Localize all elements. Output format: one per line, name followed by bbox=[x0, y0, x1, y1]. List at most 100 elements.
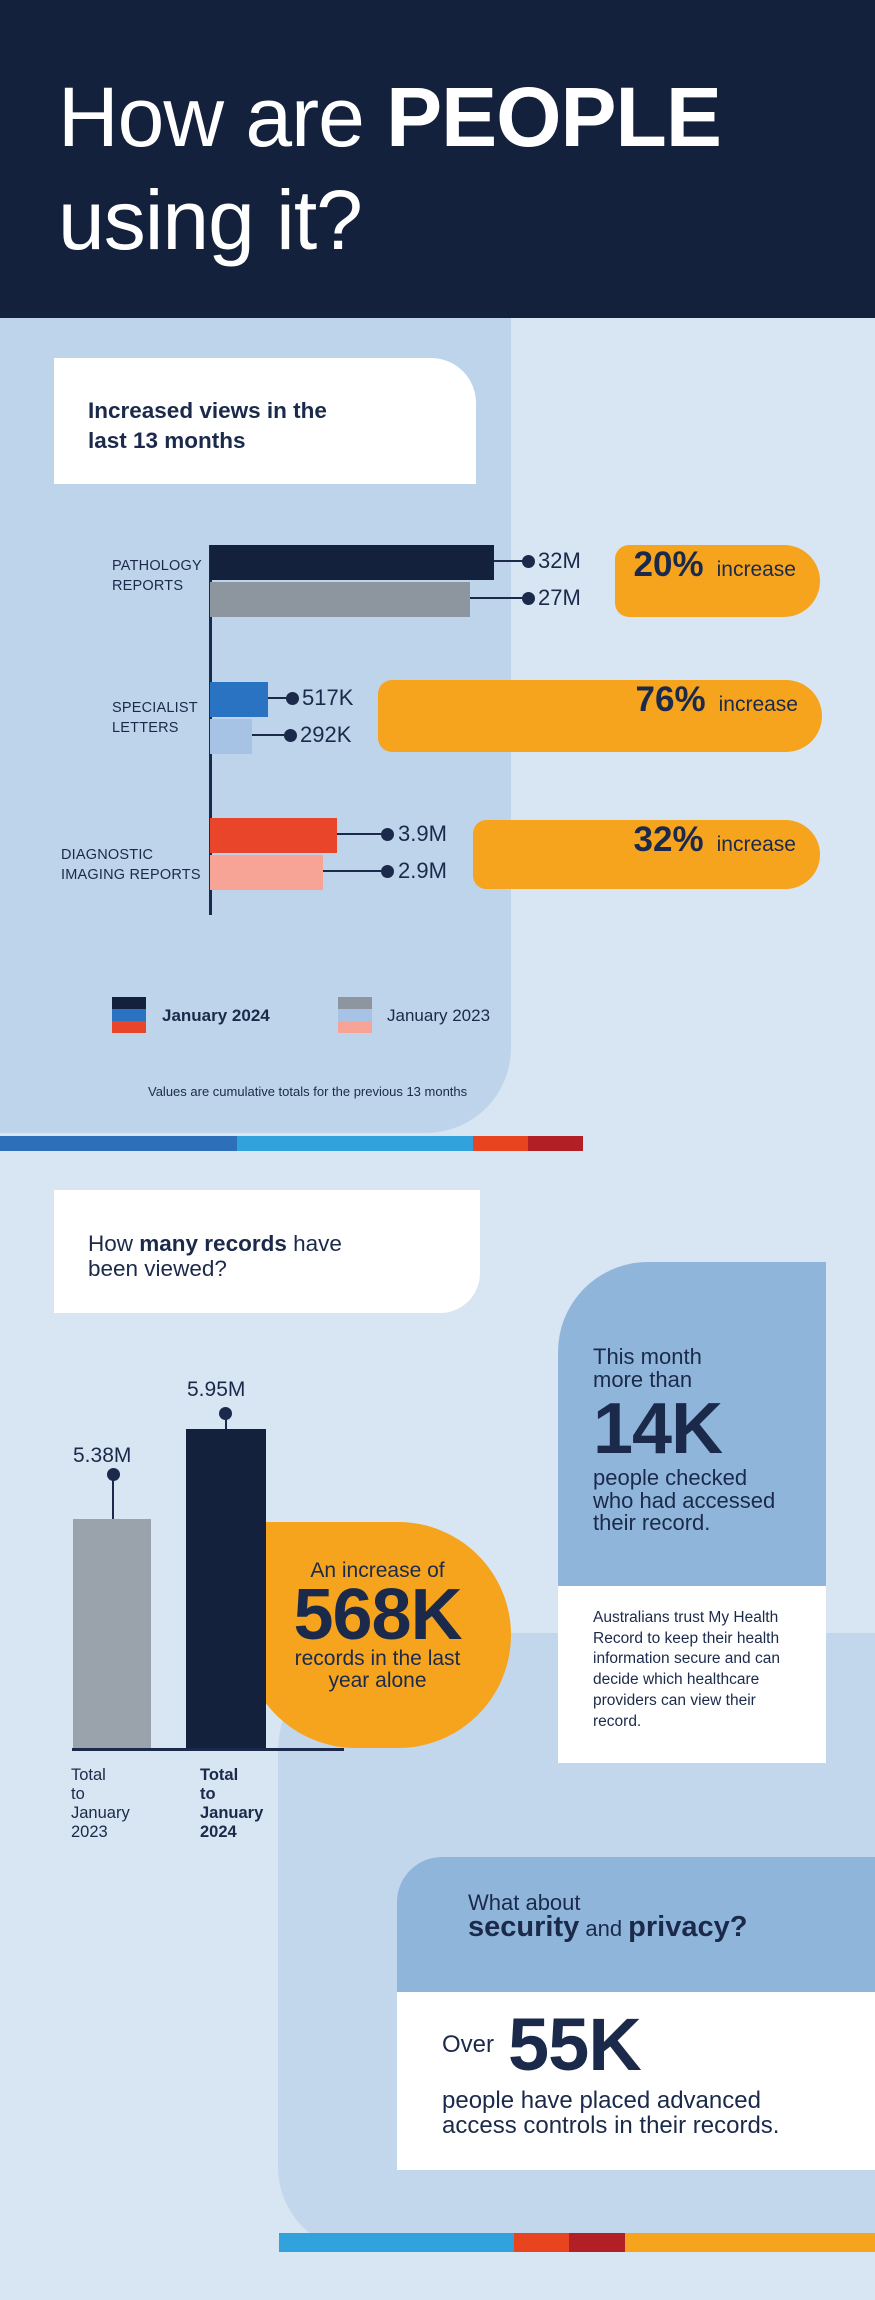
chart1-value: 27M bbox=[538, 585, 581, 610]
page-title-line1: How are PEOPLE bbox=[58, 70, 722, 164]
stripe-segment bbox=[528, 1136, 583, 1151]
panel-line: more than bbox=[593, 1366, 693, 1392]
records-title-card bbox=[54, 1190, 480, 1313]
stripe-segment bbox=[279, 2233, 514, 2252]
chart2-bar-2023 bbox=[73, 1519, 151, 1748]
blob-line: year alone bbox=[328, 1669, 427, 1692]
stripe-segment bbox=[473, 1136, 528, 1151]
stripe-segment bbox=[0, 1136, 237, 1151]
callout-stem bbox=[224, 1417, 227, 1429]
callout-line bbox=[268, 696, 287, 700]
big-55k: 55K bbox=[508, 2003, 642, 2086]
chart1-bar-specialist-2023 bbox=[210, 719, 252, 754]
legend-label-2024: January 2024 bbox=[162, 1006, 270, 1025]
trust-card bbox=[558, 1586, 826, 1763]
panel-line: who had accessed bbox=[593, 1487, 776, 1513]
legend-swatch-2024-navy bbox=[112, 997, 146, 1009]
stripe-segment bbox=[625, 2233, 875, 2252]
chart1-category-specialist: SPECIALIST LETTERS bbox=[112, 698, 198, 738]
records-title-line1: How many records have bbox=[88, 1231, 342, 1256]
over-label: Over bbox=[442, 2031, 495, 2058]
blob-line: records in the last bbox=[294, 1647, 461, 1670]
blob-line: An increase of bbox=[310, 1559, 445, 1582]
access-controls-headline: Over 55K bbox=[442, 2003, 642, 2086]
increase-percent: 32% bbox=[633, 820, 704, 859]
chart1-bar-diagnostic-2023 bbox=[210, 855, 323, 890]
chart1-value: 292K bbox=[300, 722, 352, 747]
increase-percent: 76% bbox=[635, 680, 706, 719]
category-label-line: LETTERS bbox=[112, 720, 179, 736]
header-background bbox=[0, 0, 875, 318]
stripe-segment bbox=[514, 2233, 569, 2252]
access-controls-text: people have placed advanced access contr… bbox=[442, 2087, 780, 2139]
legend-swatch-2024-blue bbox=[112, 1009, 146, 1021]
divider-stripe-2 bbox=[279, 2233, 875, 2252]
chart1-bar-pathology-2024 bbox=[210, 545, 494, 580]
callout-dot bbox=[380, 827, 394, 841]
chart1-value: 517K bbox=[302, 685, 354, 710]
panel-big-number: 14K bbox=[593, 1389, 723, 1469]
security-question-line1: What about bbox=[468, 1890, 581, 1915]
panel-line: people checked bbox=[593, 1465, 748, 1490]
security-panel bbox=[397, 1857, 875, 1992]
legend-label-2023: January 2023 bbox=[387, 1006, 491, 1025]
panel-line: This month bbox=[593, 1344, 702, 1369]
chart1-bar-specialist-2024 bbox=[210, 682, 268, 717]
increase-badge-pathology: 20% increase bbox=[615, 545, 820, 617]
callout-stem bbox=[111, 1478, 114, 1519]
category-label-line: DIAGNOSTIC bbox=[61, 847, 154, 863]
chart2-bar-2024 bbox=[186, 1429, 266, 1748]
callout-line bbox=[337, 832, 382, 836]
views-title-card bbox=[54, 358, 476, 484]
category-label-line: PATHOLOGY bbox=[112, 558, 202, 574]
increase-blob-text: An increase of 568K records in the last … bbox=[250, 1560, 505, 1692]
increase-word: increase bbox=[718, 693, 798, 716]
callout-dot bbox=[521, 554, 535, 568]
chart1-bar-diagnostic-2024 bbox=[210, 818, 337, 853]
records-title: How many records have been viewed? bbox=[88, 1231, 342, 1281]
trust-card-text: Australians trust My Health Record to ke… bbox=[593, 1609, 780, 1730]
callout-dot bbox=[283, 728, 297, 742]
callout-dot bbox=[285, 691, 299, 705]
callout-line bbox=[252, 733, 285, 737]
callout-line bbox=[470, 596, 523, 600]
increase-badge-specialist: 76% increase bbox=[378, 680, 822, 752]
category-label-line: SPECIALIST bbox=[112, 700, 198, 716]
page-title: How are PEOPLE using it? bbox=[58, 66, 722, 272]
chart1-value: 2.9M bbox=[398, 858, 447, 883]
month-check-text: This month more than 14K people checked … bbox=[593, 1344, 776, 1535]
blob-big-number: 568K bbox=[293, 1575, 462, 1655]
month-check-panel bbox=[558, 1262, 826, 1586]
chart2-label-2024: Total to January 2024 bbox=[200, 1766, 264, 1841]
callout-line bbox=[494, 559, 523, 563]
security-question: What about security and privacy? bbox=[468, 1890, 747, 1942]
divider-stripe-1 bbox=[0, 1136, 583, 1151]
chart1-value: 32M bbox=[538, 548, 581, 573]
panel-line: their record. bbox=[593, 1510, 711, 1535]
records-title-line2: been viewed? bbox=[88, 1256, 227, 1281]
callout-dot bbox=[106, 1467, 120, 1481]
views-title-line1: Increased views in the bbox=[88, 398, 327, 423]
legend-swatch-2023-gray bbox=[338, 997, 372, 1009]
category-label-line: REPORTS bbox=[112, 578, 184, 594]
chart1-footnote: Values are cumulative totals for the pre… bbox=[148, 1084, 468, 1099]
chart2-baseline bbox=[72, 1748, 344, 1751]
callout-dot bbox=[521, 591, 535, 605]
views-title-line2: last 13 months bbox=[88, 428, 246, 453]
access-controls-card bbox=[397, 1992, 875, 2170]
increase-word: increase bbox=[716, 833, 796, 856]
views-title: Increased views in the last 13 months bbox=[88, 396, 327, 456]
category-label-line: IMAGING REPORTS bbox=[61, 867, 201, 883]
callout-dot bbox=[218, 1406, 232, 1420]
increase-word: increase bbox=[716, 558, 796, 581]
stripe-segment bbox=[569, 2233, 625, 2252]
chart2-value-2023: 5.38M bbox=[73, 1444, 132, 1467]
legend-swatch-2023-salmon bbox=[338, 1021, 372, 1033]
chart1-bar-pathology-2023 bbox=[210, 582, 470, 617]
page-title-line2: using it? bbox=[58, 173, 363, 267]
page-title-bold: PEOPLE bbox=[386, 70, 722, 164]
callout-dot bbox=[380, 864, 394, 878]
chart1-category-pathology: PATHOLOGY REPORTS bbox=[112, 556, 202, 596]
chart1-category-diagnostic: DIAGNOSTIC IMAGING REPORTS bbox=[61, 845, 201, 885]
chart2-value-2024: 5.95M bbox=[187, 1378, 246, 1401]
